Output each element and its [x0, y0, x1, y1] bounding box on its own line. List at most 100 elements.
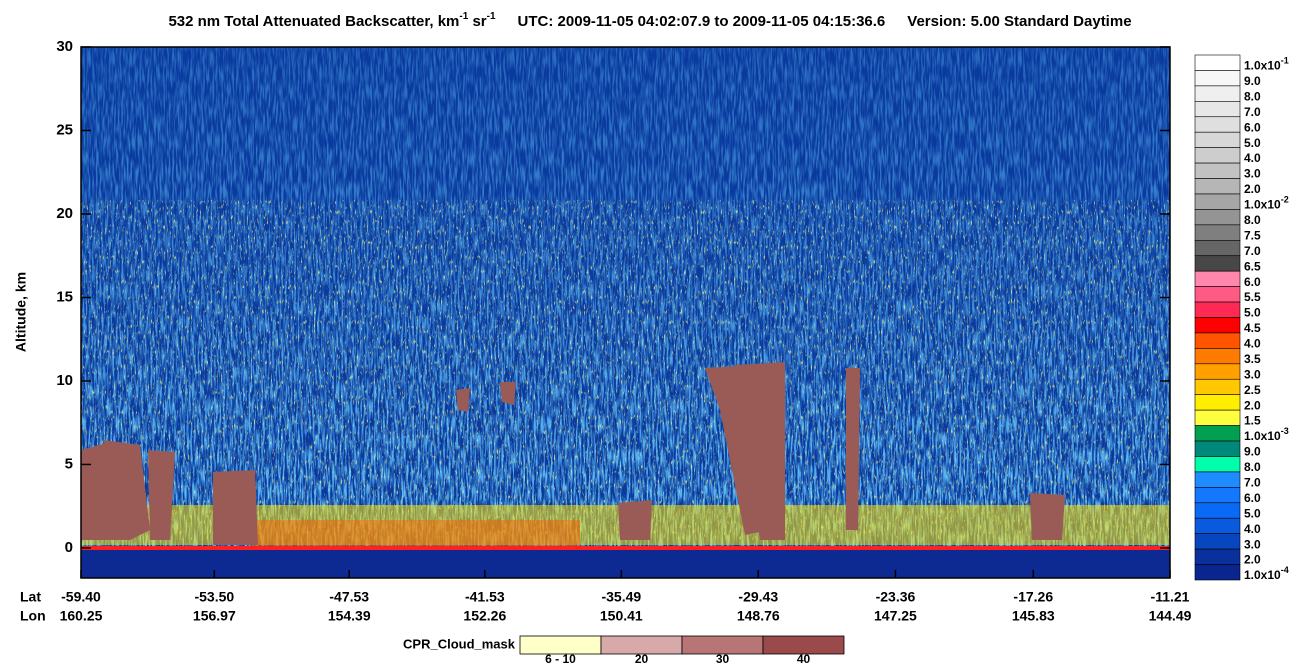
colorbar-label-text: 7.0	[1244, 244, 1261, 258]
colorbar-label: 6.0	[1244, 491, 1261, 505]
colorbar-swatch	[1194, 440, 1241, 457]
colorbar-label: 1.0x10-3	[1244, 427, 1289, 444]
lon-tick-label: 147.25	[874, 608, 917, 624]
x-tick-label: -17.26	[1013, 589, 1053, 605]
colorbar-swatch	[1194, 471, 1241, 488]
colorbar-label-text: 1.0x10	[1244, 568, 1281, 582]
x-tick-label: -11.21	[1151, 589, 1190, 605]
colorbar-swatch	[1194, 255, 1241, 272]
y-axis-label: Altitude, km	[13, 272, 29, 352]
colorbar-label: 7.0	[1244, 476, 1261, 490]
title-text: 532 nm Total Attenuated Backscatter, km	[168, 13, 459, 30]
title-superscript: -1	[459, 11, 468, 22]
colorbar-label: 2.5	[1244, 383, 1261, 397]
colorbar-label: 8.0	[1244, 460, 1261, 474]
colorbar-label-text: 8.0	[1244, 213, 1261, 227]
colorbar-label-text: 3.0	[1244, 167, 1261, 181]
colorbar-label-text: 5.5	[1244, 290, 1261, 304]
colorbar-swatch	[1194, 270, 1241, 287]
colorbar-label-text: 9.0	[1244, 74, 1261, 88]
colorbar-label: 2.0	[1244, 398, 1261, 412]
colorbar-label: 4.5	[1244, 321, 1261, 335]
title-version: Version: 5.00 Standard Daytime	[907, 13, 1131, 30]
cloud-mask-label: 40	[797, 652, 811, 666]
colorbar-swatch	[1194, 193, 1241, 210]
colorbar-swatch	[1194, 564, 1241, 581]
colorbar-label-text: 6.0	[1244, 275, 1261, 289]
plot-frame	[80, 46, 1171, 579]
colorbar-swatch	[1194, 147, 1241, 164]
colorbar-swatch	[1194, 363, 1241, 380]
colorbar-label-text: 2.5	[1244, 383, 1261, 397]
colorbar-label-text: 1.0x10	[1244, 198, 1281, 212]
colorbar-swatch	[1194, 456, 1241, 473]
colorbar-swatch	[1194, 239, 1241, 257]
lon-tick-label: 150.41	[600, 608, 643, 624]
y-tick-label: 10	[56, 372, 73, 389]
cloud-mask-label: 30	[716, 652, 730, 666]
colorbar-swatch	[1194, 533, 1241, 550]
colorbar-label-text: 5.0	[1244, 306, 1261, 320]
x-tick-label: -47.53	[329, 589, 369, 605]
colorbar-swatch	[1194, 502, 1241, 519]
x-tick-label: -35.49	[601, 589, 641, 605]
colorbar-label: 1.0x10-4	[1244, 566, 1289, 583]
colorbar-label-text: 6.0	[1244, 491, 1261, 505]
colorbar-label: 3.0	[1244, 368, 1261, 382]
colorbar-swatch	[1194, 286, 1241, 303]
colorbar-label: 9.0	[1244, 74, 1261, 88]
y-tick-label: 30	[56, 38, 73, 55]
colorbar-label: 6.0	[1244, 275, 1261, 289]
lon-tick-label: 156.97	[193, 608, 236, 624]
lon-tick-label: 145.83	[1012, 608, 1055, 624]
colorbar-label: 7.0	[1244, 105, 1261, 119]
colorbar-swatch	[1194, 317, 1241, 334]
x-tick-label: -59.40	[61, 589, 101, 605]
cloud-mask-label: 20	[635, 652, 649, 666]
cloud-mask-title: CPR_Cloud_mask	[403, 636, 516, 651]
colorbar-swatch	[1194, 224, 1241, 241]
backscatter-field	[81, 47, 1170, 578]
lon-tick-label: 144.49	[1149, 608, 1192, 624]
colorbar-label: 1.0x10-2	[1244, 195, 1289, 212]
colorbar-label-exp: -1	[1281, 56, 1289, 66]
cloud-mask-label: 6 - 10	[545, 652, 576, 666]
colorbar-swatch	[1194, 70, 1241, 87]
colorbar-swatch	[1194, 162, 1241, 179]
colorbar-label-text: 4.5	[1244, 321, 1261, 335]
colorbar-swatch	[1194, 332, 1241, 349]
colorbar-label-text: 3.0	[1244, 368, 1261, 382]
colorbar-label: 3.0	[1244, 167, 1261, 181]
colorbar-label-text: 1.0x10	[1244, 429, 1281, 443]
colorbar-swatch	[1194, 409, 1241, 426]
colorbar-label-text: 8.0	[1244, 460, 1261, 474]
colorbar-swatch	[1194, 378, 1241, 396]
colorbar-swatch	[1194, 178, 1241, 195]
colorbar-label-text: 1.5	[1244, 414, 1261, 428]
colorbar-label: 5.5	[1244, 290, 1261, 304]
colorbar-label: 6.5	[1244, 259, 1261, 273]
colorbar-swatch	[1194, 301, 1241, 318]
lon-tick-label: 152.26	[463, 608, 506, 624]
colorbar-label: 8.0	[1244, 90, 1261, 104]
colorbar-swatch	[1194, 209, 1241, 226]
colorbar-label: 4.0	[1244, 522, 1261, 536]
colorbar-label: 5.0	[1244, 507, 1261, 521]
colorbar-label-text: 5.0	[1244, 136, 1261, 150]
colorbar-label: 5.0	[1244, 136, 1261, 150]
colorbar-label-text: 9.0	[1244, 445, 1261, 459]
colorbar-label: 5.0	[1244, 306, 1261, 320]
lon-tick-label: 160.25	[60, 608, 103, 624]
colorbar-label-exp: -2	[1281, 195, 1289, 205]
colorbar-label-text: 4.0	[1244, 522, 1261, 536]
colorbar-label-text: 2.0	[1244, 553, 1261, 567]
lon-tick-label: 154.39	[328, 608, 371, 624]
colorbar-label-text: 7.5	[1244, 229, 1261, 243]
chart-title: 532 nm Total Attenuated Backscatter, km-…	[168, 11, 1131, 30]
colorbar-label-exp: -3	[1281, 427, 1289, 437]
colorbar-swatch	[1194, 101, 1241, 118]
x-tick-label: -23.36	[876, 589, 916, 605]
x-row-label: Lat	[20, 589, 41, 605]
colorbar-label-text: 7.0	[1244, 105, 1261, 119]
x-row-label: Lon	[20, 608, 46, 624]
